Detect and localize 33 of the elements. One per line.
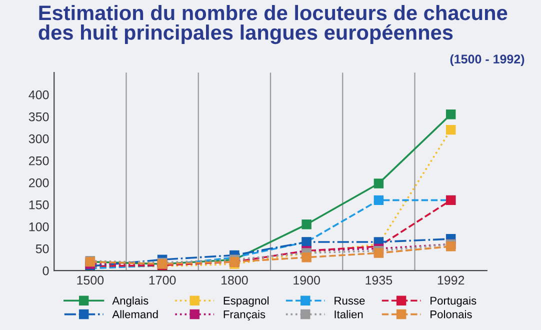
- x-tick-label: 1700: [149, 276, 176, 285]
- y-tick-label: 250: [29, 156, 49, 166]
- legend-label: Portugais: [430, 296, 476, 307]
- chart-subtitle: (1500 - 1992): [450, 54, 524, 66]
- y-tick-label: 350: [28, 112, 49, 122]
- point: [302, 220, 312, 230]
- legend-label: Polonais: [430, 310, 472, 318]
- x-tick-label: 1900: [294, 276, 320, 285]
- legend-label: Allemand: [112, 310, 158, 318]
- chart-title: Estimation du nombre de locuteurs de chacune des huit principales langues européennes: [38, 4, 508, 44]
- point: [446, 124, 456, 135]
- y-tick-label: 300: [28, 134, 49, 144]
- y-tick-label: 400: [28, 90, 49, 100]
- legend-label: Français: [224, 310, 266, 321]
- x-tick-label: 1935: [366, 276, 392, 285]
- legend-label: Anglais: [112, 296, 148, 307]
- y-tick-label: 150: [29, 200, 49, 210]
- y-tick-label: 200: [29, 178, 49, 188]
- y-tick-label: 50: [36, 244, 49, 254]
- point: [374, 178, 384, 188]
- y-tick-label: 0: [42, 266, 49, 276]
- point: [374, 195, 384, 206]
- x-tick-label: 1500: [77, 276, 104, 285]
- y-tick-label: 100: [29, 222, 49, 232]
- x-tick-label: 1800: [221, 276, 248, 285]
- point: [446, 242, 456, 252]
- legend-label: Italien: [334, 310, 363, 318]
- x-tick-label: 1992: [438, 276, 464, 285]
- legend-label: Russe: [334, 296, 365, 305]
- point: [374, 248, 384, 258]
- point: [302, 252, 312, 262]
- legend-label: Espagnol: [224, 296, 269, 307]
- point: [446, 110, 456, 120]
